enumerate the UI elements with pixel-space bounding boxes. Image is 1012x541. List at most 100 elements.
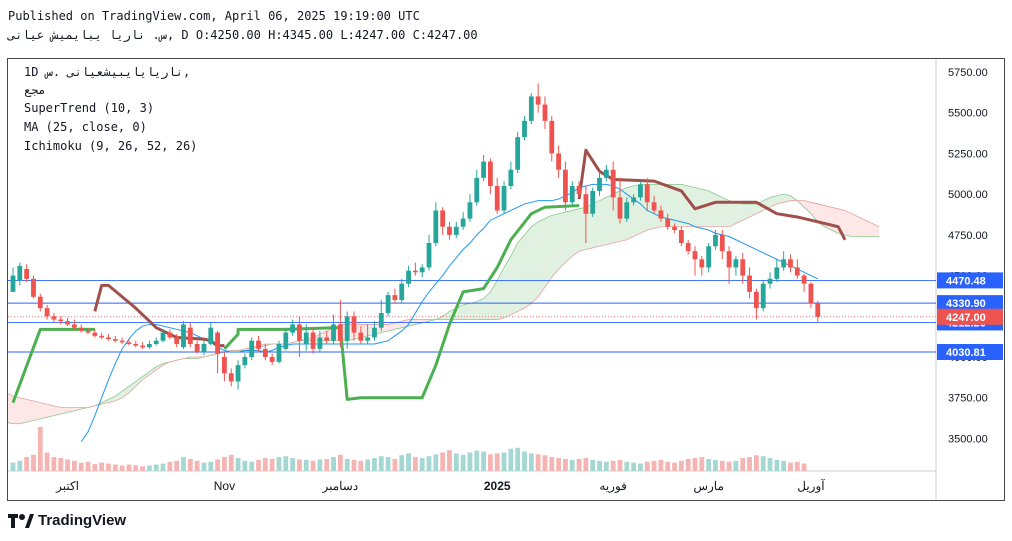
candle[interactable]	[303, 332, 309, 344]
candle[interactable]	[556, 153, 561, 170]
candle[interactable]	[242, 357, 248, 366]
candle[interactable]	[638, 184, 643, 198]
candle[interactable]	[692, 251, 698, 260]
chart-frame[interactable]: 3500.003750.004000.004250.004500.004750.…	[7, 58, 1005, 501]
candle[interactable]	[160, 332, 166, 341]
candle[interactable]	[508, 169, 514, 187]
candle[interactable]	[31, 278, 36, 297]
candle[interactable]	[71, 324, 77, 328]
candle[interactable]	[174, 337, 180, 344]
candle[interactable]	[788, 259, 793, 268]
candle[interactable]	[467, 202, 473, 219]
candle[interactable]	[644, 184, 650, 203]
legend-ma[interactable]: MA (25, close, 0)	[24, 120, 147, 134]
candle[interactable]	[610, 169, 616, 198]
candle[interactable]	[17, 265, 23, 281]
candle[interactable]	[269, 357, 275, 362]
candle[interactable]	[399, 283, 405, 301]
candle[interactable]	[331, 324, 336, 341]
candle[interactable]	[140, 345, 145, 348]
candle[interactable]	[542, 104, 548, 121]
candle[interactable]	[699, 259, 705, 268]
candle[interactable]	[92, 332, 98, 336]
candle[interactable]	[106, 337, 111, 340]
candle[interactable]	[262, 348, 268, 358]
candle[interactable]	[624, 202, 630, 219]
candle[interactable]	[631, 197, 637, 203]
candle[interactable]	[406, 270, 411, 284]
candle[interactable]	[181, 324, 186, 348]
candle[interactable]	[719, 234, 725, 252]
candle[interactable]	[208, 327, 214, 344]
candle[interactable]	[603, 169, 609, 178]
candle[interactable]	[324, 337, 330, 341]
candle[interactable]	[297, 324, 302, 341]
candle[interactable]	[119, 340, 125, 343]
candle[interactable]	[112, 339, 118, 341]
candle[interactable]	[808, 283, 814, 304]
candle[interactable]	[133, 343, 139, 346]
candle[interactable]	[740, 259, 746, 276]
candle[interactable]	[276, 343, 282, 362]
legend-ichimoku[interactable]: Ichimoku (9, 26, 52, 26)	[24, 139, 198, 153]
candle[interactable]	[685, 243, 691, 252]
candle[interactable]	[10, 275, 16, 292]
candle[interactable]	[597, 177, 602, 191]
candle[interactable]	[310, 332, 316, 349]
candle[interactable]	[801, 275, 807, 284]
candle[interactable]	[372, 327, 377, 338]
candle[interactable]	[358, 332, 364, 341]
candle[interactable]	[576, 186, 582, 195]
candle[interactable]	[440, 210, 446, 227]
candle[interactable]	[658, 210, 664, 219]
candle[interactable]	[447, 226, 452, 235]
candle[interactable]	[569, 186, 575, 203]
candle[interactable]	[590, 190, 596, 214]
candle[interactable]	[256, 340, 261, 349]
candle[interactable]	[481, 161, 486, 178]
candle[interactable]	[760, 283, 766, 309]
candle[interactable]	[126, 342, 132, 344]
candle[interactable]	[337, 324, 343, 341]
candle[interactable]	[460, 218, 466, 227]
candle[interactable]	[753, 291, 759, 309]
candle[interactable]	[665, 218, 671, 227]
candle[interactable]	[37, 296, 43, 309]
candle[interactable]	[617, 197, 623, 219]
candle[interactable]	[201, 343, 207, 353]
candle[interactable]	[672, 226, 677, 230]
candle[interactable]	[528, 96, 534, 121]
candle[interactable]	[78, 327, 84, 331]
candle[interactable]	[249, 340, 255, 358]
candle[interactable]	[351, 316, 357, 333]
candle[interactable]	[706, 246, 712, 268]
candle[interactable]	[99, 335, 105, 338]
candle[interactable]	[412, 270, 418, 273]
candle[interactable]	[501, 186, 507, 211]
candle[interactable]	[453, 226, 459, 235]
candle[interactable]	[781, 259, 787, 268]
candle[interactable]	[583, 194, 589, 214]
candle[interactable]	[494, 186, 500, 211]
candle[interactable]	[378, 313, 384, 328]
candle[interactable]	[549, 120, 555, 154]
candle[interactable]	[283, 332, 289, 349]
candle[interactable]	[433, 210, 439, 244]
candle[interactable]	[222, 357, 227, 374]
tradingview-logo[interactable]: TradingView	[8, 512, 126, 529]
candle[interactable]	[522, 120, 527, 138]
candle[interactable]	[215, 332, 220, 354]
candle[interactable]	[488, 161, 493, 187]
candle[interactable]	[385, 295, 391, 314]
candle[interactable]	[515, 137, 521, 170]
candle[interactable]	[194, 343, 200, 353]
candle[interactable]	[44, 308, 50, 317]
candle[interactable]	[392, 295, 398, 301]
candle[interactable]	[774, 267, 780, 279]
candle[interactable]	[51, 316, 57, 320]
candle[interactable]	[65, 321, 70, 325]
candle[interactable]	[365, 337, 371, 341]
candle[interactable]	[794, 267, 800, 276]
candle[interactable]	[419, 267, 425, 273]
candle[interactable]	[344, 316, 350, 341]
